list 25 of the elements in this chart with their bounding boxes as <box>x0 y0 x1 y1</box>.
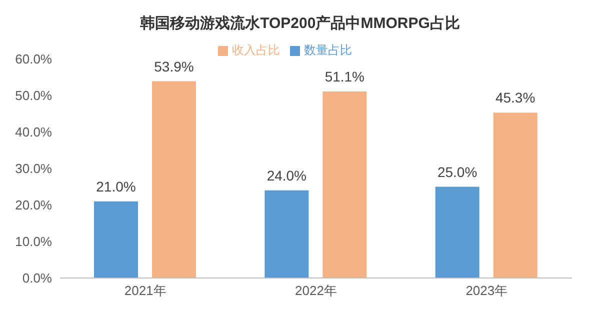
x-tick-label: 2021年 <box>124 283 166 298</box>
y-tick-label: 30.0% <box>15 161 52 176</box>
data-label: 25.0% <box>437 164 478 180</box>
data-label: 24.0% <box>266 167 307 184</box>
x-tick-label: 2023年 <box>466 283 508 298</box>
y-tick-label: 40.0% <box>15 124 52 140</box>
bar <box>322 91 367 278</box>
bar <box>493 112 538 278</box>
y-tick-label: 60.0% <box>15 52 52 67</box>
bar <box>152 81 196 278</box>
y-tick-label: 50.0% <box>15 88 52 104</box>
y-tick-label: 10.0% <box>15 234 52 250</box>
x-tick-label: 2022年 <box>295 283 337 298</box>
bar <box>264 190 309 278</box>
y-tick-label: 0.0% <box>22 270 52 286</box>
data-label: 53.9% <box>154 58 194 74</box>
bar <box>94 201 138 278</box>
data-label: 45.3% <box>495 90 536 106</box>
chart-title: 韩国移动游戏流水TOP200产品中MMORPG占比 <box>139 14 461 34</box>
legend-label: 数量占比 <box>304 43 352 57</box>
y-tick-label: 20.0% <box>15 198 52 213</box>
bar <box>435 186 480 278</box>
legend-label: 收入占比 <box>232 43 280 57</box>
data-label: 21.0% <box>96 178 136 194</box>
data-label: 51.1% <box>324 68 365 84</box>
